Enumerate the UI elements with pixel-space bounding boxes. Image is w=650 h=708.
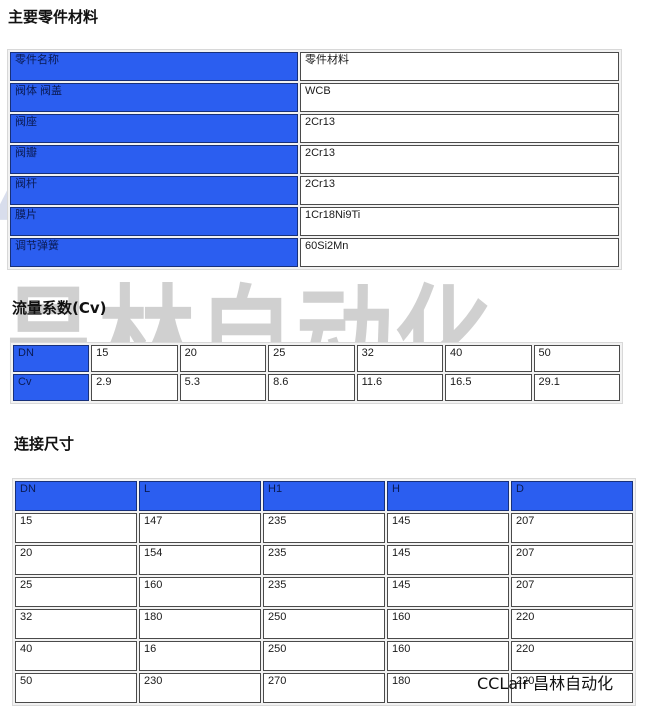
cell-l: 160 (139, 577, 261, 607)
row-label-dn: DN (13, 345, 90, 372)
table-row-cv: Cv 2.9 5.3 8.6 11.6 16.5 29.1 (13, 374, 620, 401)
header-l: L (139, 481, 261, 511)
cell-dn: 25 (15, 577, 137, 607)
section-title-connection-dimensions: 连接尺寸 (14, 435, 75, 453)
table-row: 阀座 2Cr13 (10, 114, 619, 143)
cell-h1: 235 (263, 577, 385, 607)
cell-part-material: 60Si2Mn (300, 238, 619, 267)
row-label-cv: Cv (13, 374, 90, 401)
cell-d: 207 (511, 513, 633, 543)
table-header-row: DN L H1 H D (15, 481, 633, 511)
cell-d: 220 (511, 641, 633, 671)
cell-part-name: 阀体 阀盖 (10, 83, 298, 112)
table-row: 32 180 250 160 220 (15, 609, 633, 639)
cell-dn: 32 (15, 609, 137, 639)
cell-part-name: 阀瓣 (10, 145, 298, 174)
cell-dn: 50 (533, 345, 620, 372)
cell-l: 180 (139, 609, 261, 639)
cell-part-name: 阀杆 (10, 176, 298, 205)
cell-dn: 20 (179, 345, 267, 372)
cell-h1: 235 (263, 513, 385, 543)
brand-logo-english: CCLair (477, 674, 530, 693)
header-part-material: 零件材料 (300, 52, 619, 81)
header-dn: DN (15, 481, 137, 511)
cell-dn: 32 (356, 345, 444, 372)
cell-dn: 25 (268, 345, 355, 372)
cell-part-material: 2Cr13 (300, 114, 619, 143)
cell-part-name: 阀座 (10, 114, 298, 143)
table-row: 20 154 235 145 207 (15, 545, 633, 575)
materials-table: 零件名称 零件材料 阀体 阀盖 WCB 阀座 2Cr13 阀瓣 2Cr13 阀杆… (7, 49, 622, 270)
header-part-name: 零件名称 (10, 52, 298, 81)
cell-h1: 270 (263, 673, 385, 703)
cell-l: 154 (139, 545, 261, 575)
cell-h1: 250 (263, 641, 385, 671)
cell-part-material: 1Cr18Ni9Ti (300, 207, 619, 236)
brand-logo: CCLair 昌林自动化 (477, 670, 613, 694)
cell-cv: 5.3 (179, 374, 267, 401)
cell-l: 16 (139, 641, 261, 671)
cell-d: 207 (511, 577, 633, 607)
cell-cv: 8.6 (268, 374, 355, 401)
header-h: H (387, 481, 509, 511)
cell-d: 207 (511, 545, 633, 575)
table-row: 调节弹簧 60Si2Mn (10, 238, 619, 267)
table-row: 阀瓣 2Cr13 (10, 145, 619, 174)
cell-l: 230 (139, 673, 261, 703)
cell-h: 145 (387, 545, 509, 575)
cell-cv: 2.9 (91, 374, 178, 401)
cell-dn: 50 (15, 673, 137, 703)
cell-cv: 11.6 (356, 374, 444, 401)
cell-h: 145 (387, 577, 509, 607)
section-title-flow-coefficient: 流量系数(Cv) (12, 299, 107, 317)
cell-part-material: 2Cr13 (300, 176, 619, 205)
cell-dn: 15 (91, 345, 178, 372)
cell-d: 220 (511, 673, 633, 703)
cell-part-name: 膜片 (10, 207, 298, 236)
flow-coefficient-table: DN 15 20 25 32 40 50 Cv 2.9 5.3 8.6 11.6… (10, 342, 623, 404)
cell-cv: 29.1 (533, 374, 620, 401)
table-header-row: 零件名称 零件材料 (10, 52, 619, 81)
brand-logo-chinese: 昌林自动化 (533, 674, 614, 693)
section-title-materials: 主要零件材料 (8, 8, 99, 26)
cell-dn: 40 (15, 641, 137, 671)
table-row-dn: DN 15 20 25 32 40 50 (13, 345, 620, 372)
table-row: 膜片 1Cr18Ni9Ti (10, 207, 619, 236)
cell-part-material: 2Cr13 (300, 145, 619, 174)
cell-dn: 20 (15, 545, 137, 575)
cell-d: 220 (511, 609, 633, 639)
cell-part-material: WCB (300, 83, 619, 112)
cell-part-name: 调节弹簧 (10, 238, 298, 267)
table-row: 25 160 235 145 207 (15, 577, 633, 607)
header-h1: H1 (263, 481, 385, 511)
table-row: 阀杆 2Cr13 (10, 176, 619, 205)
cell-h: 180 (387, 673, 509, 703)
cell-h: 145 (387, 513, 509, 543)
connection-dimensions-table: DN L H1 H D 15 147 235 145 207 20 154 23… (12, 478, 636, 706)
cell-dn: 40 (445, 345, 532, 372)
table-row: 15 147 235 145 207 (15, 513, 633, 543)
cell-l: 147 (139, 513, 261, 543)
cell-cv: 16.5 (445, 374, 532, 401)
cell-h: 160 (387, 609, 509, 639)
cell-dn: 15 (15, 513, 137, 543)
cell-h: 160 (387, 641, 509, 671)
cell-h1: 250 (263, 609, 385, 639)
cell-h1: 235 (263, 545, 385, 575)
table-row: 50 230 270 180 220 (15, 673, 633, 703)
table-row: 阀体 阀盖 WCB (10, 83, 619, 112)
table-row: 40 16 250 160 220 (15, 641, 633, 671)
header-d: D (511, 481, 633, 511)
